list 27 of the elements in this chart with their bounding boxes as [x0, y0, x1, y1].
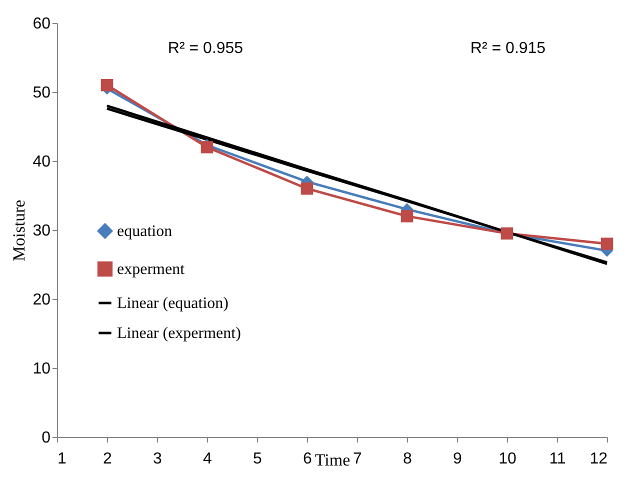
- y-tick-label: 60: [32, 16, 51, 32]
- x-tick-label: 5: [253, 450, 262, 468]
- annotation: R² = 0.915: [470, 40, 546, 57]
- x-tick-label: 3: [153, 450, 162, 468]
- annotation: R² = 0.955: [168, 40, 244, 57]
- y-tick-label: 30: [32, 222, 51, 240]
- x-tick-label: 8: [403, 450, 412, 468]
- legend-label: experment: [117, 261, 186, 278]
- y-tick-label: 10: [32, 360, 51, 378]
- x-tick-label: 1: [58, 450, 66, 468]
- y-axis-title: Moisture: [10, 200, 29, 262]
- y-tick-label: 40: [32, 154, 51, 170]
- y-tick-label: 0: [42, 430, 51, 446]
- legend-label: Linear (equation): [117, 295, 228, 312]
- legend-label: Linear (experment): [117, 325, 241, 342]
- x-tick-label: 4: [203, 450, 212, 468]
- x-tick-label: 2: [103, 450, 112, 468]
- x-tick-label: 11: [549, 450, 566, 468]
- y-tick-label: 50: [32, 84, 51, 102]
- x-axis-title: Time: [314, 450, 350, 470]
- x-tick-label: 10: [498, 450, 516, 468]
- y-tick-label: 20: [32, 292, 51, 308]
- x-tick-label: 9: [453, 450, 462, 468]
- legend-label: equation: [117, 223, 172, 240]
- x-tick-label: 7: [353, 450, 362, 468]
- x-tick-label: 12: [590, 450, 608, 468]
- x-tick-label: 6: [303, 450, 312, 468]
